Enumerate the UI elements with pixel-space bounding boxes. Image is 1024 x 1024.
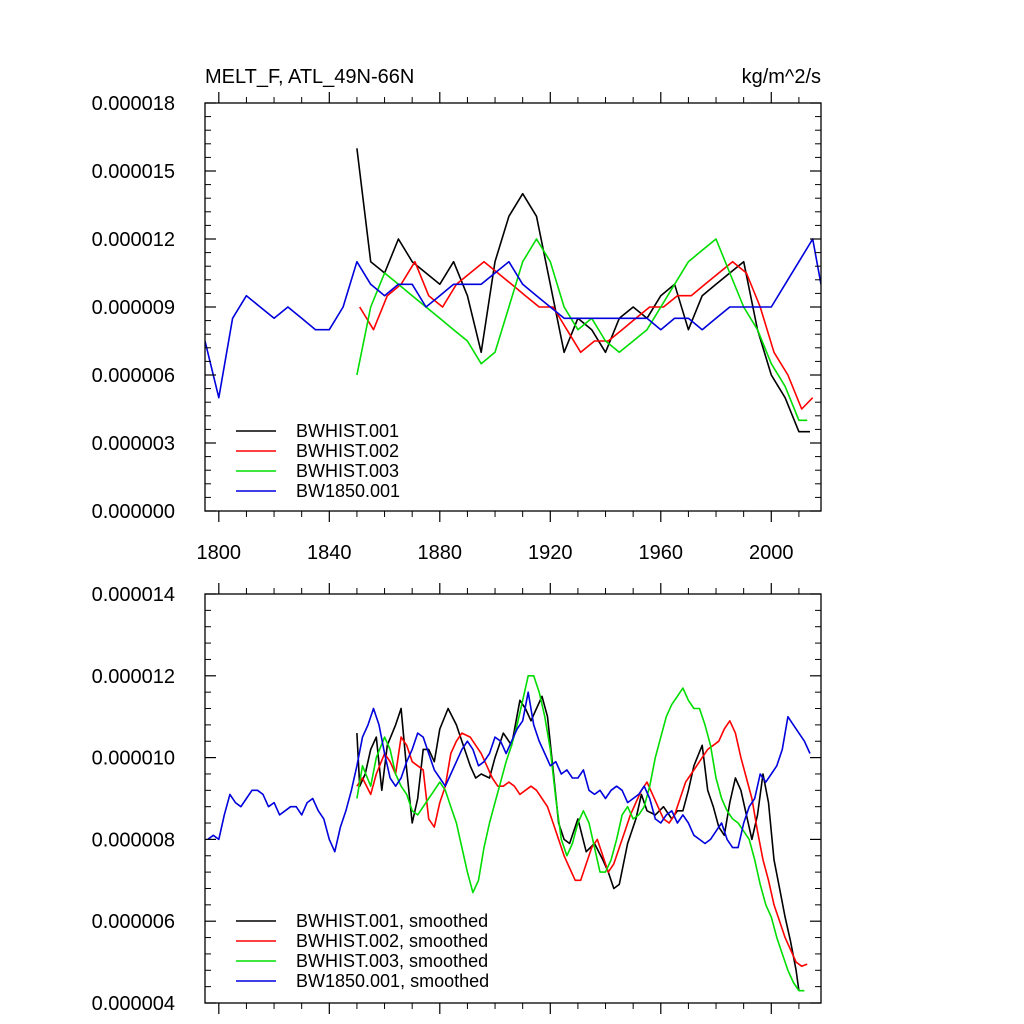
y-tick-label: 0.000010 [92, 748, 175, 770]
plot-frame [204, 102, 822, 512]
legend-label: BWHIST.002, smoothed [296, 931, 488, 951]
series-line [356, 238, 808, 422]
x-tick-label: 1880 [418, 542, 463, 564]
y-tick-label: 0.000014 [92, 584, 175, 606]
y-tick-label: 0.000012 [92, 666, 175, 688]
x-tick-label: 2000 [749, 542, 794, 564]
legend-label: BW1850.001, smoothed [296, 971, 489, 991]
y-tick-label: 0.000012 [92, 229, 175, 251]
bottom-panel: 0.000004 0.000006 0.000008 0.000010 0.000012… [92, 583, 822, 1015]
y-tick-label: 0.000003 [92, 433, 175, 455]
x-tick-label: 1800 [197, 542, 242, 564]
chart-title-left: MELT_F, ATL_49N-66N [205, 66, 414, 88]
series-line [356, 148, 810, 433]
legend-label: BW1850.001 [296, 481, 400, 501]
legend-label: BWHIST.003 [296, 461, 399, 481]
series-line [359, 260, 814, 410]
y-tick-label: 0.000008 [92, 829, 175, 851]
y-tick-label: 0.000006 [92, 911, 175, 933]
x-tick-label: 1960 [639, 542, 684, 564]
plot-frame [204, 593, 822, 1004]
y-tick-label: 0.000006 [92, 365, 175, 387]
y-tick-label: 0.000000 [92, 501, 175, 523]
series-layer [205, 148, 821, 433]
series-line [356, 674, 805, 992]
top-panel: MELT_F, ATL_49N-66N kg/m^2/s 0.0000000.0… [92, 66, 822, 564]
tick-layer: 0.000000 0.000003 0.000006 0.000009 0.000012… [92, 92, 821, 564]
legend-label: BWHIST.002 [296, 441, 399, 461]
series-line [356, 695, 800, 991]
y-tick-label: 0.000015 [92, 161, 175, 183]
chart-title-units: kg/m^2/s [742, 66, 821, 88]
y-tick-label: 0.000009 [92, 297, 175, 319]
legend-label: BWHIST.001, smoothed [296, 911, 488, 931]
x-tick-label: 1840 [307, 542, 352, 564]
series-layer [207, 674, 811, 992]
y-tick-label: 0.000018 [92, 93, 175, 115]
legend-label: BWHIST.003, smoothed [296, 951, 488, 971]
tick-layer: 0.000004 0.000006 0.000008 0.000010 0.000012… [92, 583, 821, 1015]
series-line [207, 691, 811, 853]
series-line [205, 238, 821, 399]
legend-label: BWHIST.001 [296, 421, 399, 441]
x-tick-label: 1920 [528, 542, 573, 564]
y-tick-label: 0.000004 [92, 993, 175, 1015]
series-line [356, 719, 808, 968]
